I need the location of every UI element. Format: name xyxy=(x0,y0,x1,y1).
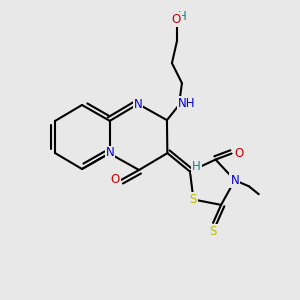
Text: H: H xyxy=(192,160,201,172)
Text: S: S xyxy=(190,193,197,206)
Text: O: O xyxy=(110,173,120,187)
Text: N: N xyxy=(230,174,239,187)
Text: N: N xyxy=(134,98,142,110)
Text: S: S xyxy=(209,225,217,239)
Text: O: O xyxy=(171,13,181,26)
Text: N: N xyxy=(106,146,114,160)
Text: NH: NH xyxy=(178,97,196,110)
Text: O: O xyxy=(234,147,243,160)
Text: H: H xyxy=(178,10,186,22)
